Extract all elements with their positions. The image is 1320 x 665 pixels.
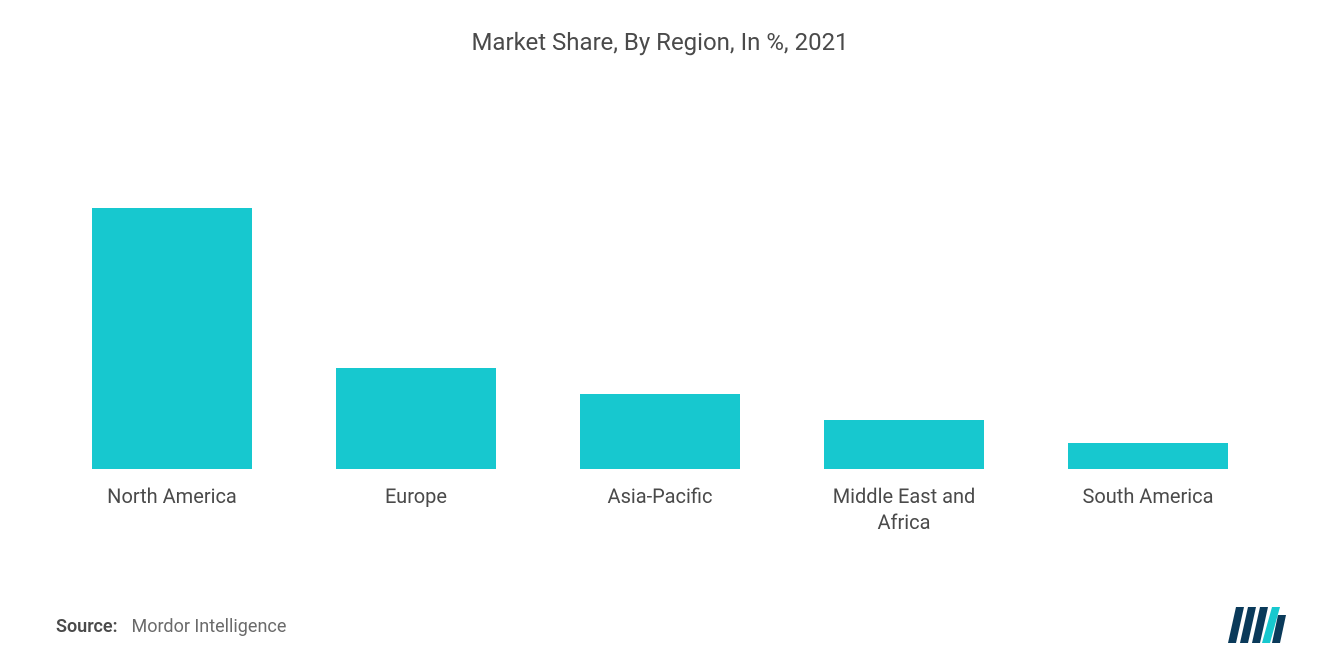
bar — [92, 208, 252, 469]
bar-label: North America — [107, 483, 237, 535]
bar-group: Europe — [316, 368, 516, 536]
bar-group: South America — [1048, 443, 1248, 535]
bar — [336, 368, 496, 470]
source-label: Source: — [56, 616, 118, 637]
bar — [824, 420, 984, 469]
bar-group: Asia-Pacific — [560, 394, 760, 535]
source-line: Source: Mordor Intelligence — [56, 616, 286, 637]
bar-label: Middle East and Africa — [804, 483, 1004, 535]
bar-label: Europe — [385, 483, 447, 535]
plot-area: North America Europe Asia-Pacific Middle Ea… — [50, 70, 1270, 535]
bar-group: Middle East and Africa — [804, 420, 1004, 535]
bar-label: Asia-Pacific — [608, 483, 713, 535]
bar — [1068, 443, 1228, 469]
mordor-logo-icon — [1228, 603, 1286, 643]
bar-label: South America — [1082, 483, 1213, 535]
bar-group: North America — [72, 208, 272, 535]
source-value: Mordor Intelligence — [132, 616, 287, 637]
chart-title: Market Share, By Region, In %, 2021 — [0, 28, 1320, 56]
bar — [580, 394, 740, 469]
